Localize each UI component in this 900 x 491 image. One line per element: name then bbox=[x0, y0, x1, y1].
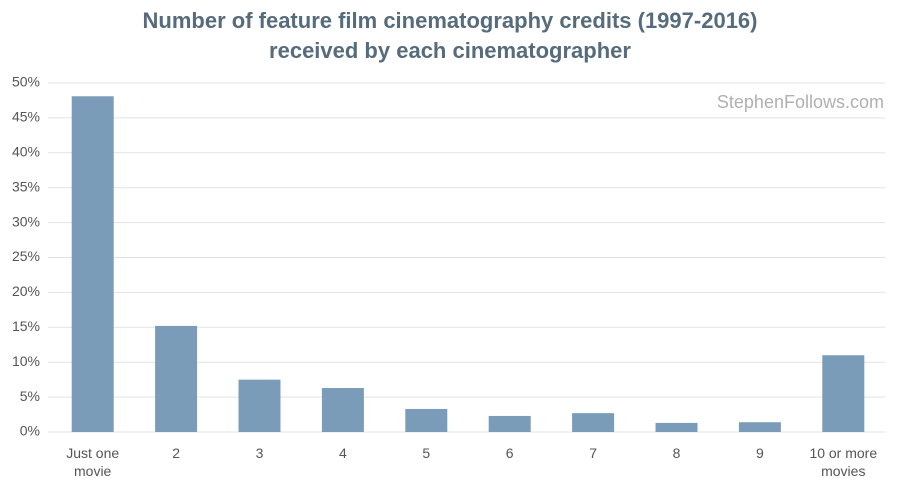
bar bbox=[321, 388, 364, 432]
bar bbox=[572, 413, 615, 432]
y-tick-label: 35% bbox=[12, 178, 40, 194]
x-tick-label: 4 bbox=[338, 445, 347, 461]
x-tick-label: 6 bbox=[505, 445, 514, 461]
x-tick-label: 7 bbox=[589, 445, 597, 461]
y-tick-label: 25% bbox=[12, 248, 40, 264]
x-tick-label: 10 or more movies bbox=[809, 445, 878, 479]
y-tick-label: 0% bbox=[20, 423, 40, 439]
y-tick-label: 5% bbox=[20, 388, 40, 404]
x-tick-label: Just one movie bbox=[66, 445, 120, 479]
bar bbox=[822, 355, 865, 432]
bar bbox=[238, 379, 281, 432]
bar bbox=[488, 415, 531, 432]
y-tick-label: 10% bbox=[12, 353, 40, 369]
y-tick-label: 40% bbox=[12, 144, 40, 160]
bar bbox=[655, 422, 698, 432]
x-tick-label: 5 bbox=[422, 445, 431, 461]
watermark: StephenFollows.com bbox=[716, 92, 884, 112]
y-tick-label: 15% bbox=[12, 318, 40, 334]
y-tick-label: 45% bbox=[12, 109, 40, 125]
chart-title: Number of feature film cinematography cr… bbox=[142, 8, 758, 63]
y-tick-label: 30% bbox=[12, 213, 40, 229]
y-tick-label: 20% bbox=[12, 283, 40, 299]
x-tick-label: 9 bbox=[755, 445, 764, 461]
x-tick-label: 8 bbox=[672, 445, 681, 461]
x-tick-label: 2 bbox=[172, 445, 180, 461]
bar bbox=[738, 422, 781, 432]
y-tick-label: 50% bbox=[12, 74, 40, 90]
bar bbox=[405, 408, 448, 432]
x-tick-label: 3 bbox=[255, 445, 264, 461]
bar bbox=[71, 96, 114, 433]
bar bbox=[155, 325, 198, 432]
